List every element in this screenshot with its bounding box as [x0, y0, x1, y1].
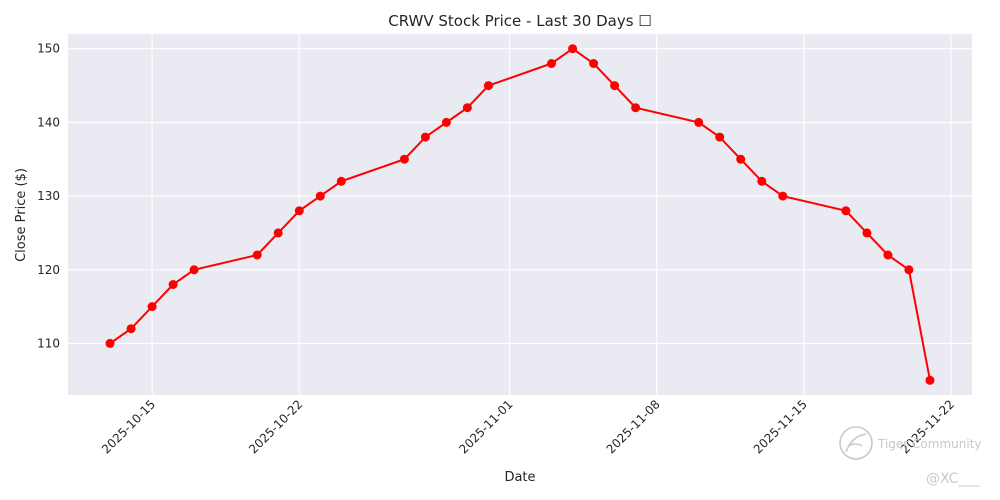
data-point: [441, 117, 451, 127]
data-point: [904, 265, 914, 275]
data-point: [589, 59, 599, 68]
data-point: [883, 250, 893, 260]
data-point: [610, 81, 620, 91]
watermark: Tiger Community @XC___: [839, 426, 982, 487]
chart-title: CRWV Stock Price - Last 30 Days ☐: [388, 12, 652, 30]
data-point: [252, 250, 262, 260]
data-point: [105, 338, 115, 348]
series-line: [109, 47, 931, 381]
data-point: [484, 81, 493, 91]
y-axis-label: Close Price ($): [14, 168, 29, 262]
data-point: [736, 154, 746, 164]
data-point: [294, 206, 304, 216]
data-point: [315, 191, 325, 201]
data-point: [925, 375, 935, 385]
data-point: [273, 228, 283, 238]
x-tick-label: 2025-11-01: [456, 397, 515, 456]
plot-background: [68, 34, 972, 395]
x-tick-label: 2025-10-22: [246, 397, 305, 456]
watermark-handle: @XC___: [926, 471, 980, 487]
y-tick-label: 150: [37, 42, 60, 56]
data-point: [841, 206, 851, 216]
data-point: [420, 132, 430, 142]
data-point: [126, 324, 136, 334]
x-axis-label: Date: [504, 470, 535, 485]
tiger-community-logo-icon: [839, 426, 873, 460]
data-point: [189, 265, 199, 275]
y-tick-label: 120: [37, 263, 60, 277]
data-point: [336, 176, 346, 186]
data-point: [778, 191, 788, 201]
data-point: [462, 103, 472, 113]
y-tick-label: 130: [37, 189, 60, 203]
data-point: [694, 117, 704, 127]
x-tick-label: 2025-11-15: [751, 397, 810, 456]
y-tick-label: 110: [37, 336, 60, 350]
watermark-brand: Tiger Community: [877, 437, 982, 451]
x-tick-label: 2025-10-15: [99, 397, 158, 456]
data-point: [168, 280, 178, 289]
data-point: [757, 176, 767, 186]
data-point: [862, 228, 872, 238]
data-point: [568, 44, 578, 54]
data-point: [399, 154, 409, 164]
data-point: [715, 132, 725, 142]
data-point: [547, 59, 556, 68]
data-point: [147, 302, 157, 312]
x-tick-label: 2025-11-08: [604, 397, 663, 456]
y-tick-label: 140: [37, 115, 60, 129]
data-point: [631, 103, 641, 113]
